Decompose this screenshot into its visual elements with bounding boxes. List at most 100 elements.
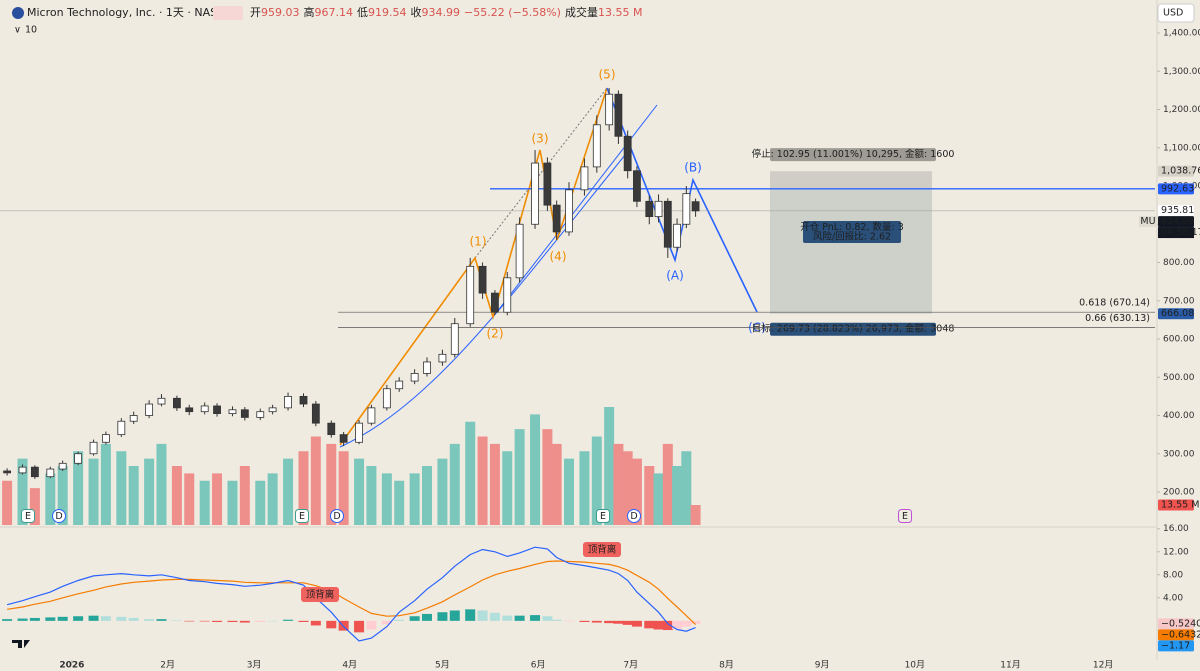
price-tag — [1158, 308, 1194, 320]
x-tick-label: 10月 — [905, 660, 925, 671]
volume-bar — [681, 451, 692, 525]
histogram-bar — [690, 620, 701, 624]
volume-bar — [514, 429, 525, 525]
volume-bar — [326, 443, 337, 525]
currency-button[interactable] — [1157, 3, 1195, 23]
candle-body — [605, 93, 614, 126]
volume-bar — [622, 451, 633, 525]
histogram-bar — [394, 619, 405, 621]
price-tag — [1158, 618, 1194, 630]
histogram-bar — [564, 620, 575, 622]
candle-body — [543, 162, 552, 206]
event-marker — [596, 509, 610, 523]
histogram-bar — [29, 617, 40, 621]
histogram-bar — [409, 616, 420, 621]
event-marker — [627, 509, 641, 523]
histogram-bar — [45, 617, 56, 621]
logo — [12, 7, 24, 19]
candle-body — [450, 323, 459, 355]
y-tick-label: 200.00 — [1163, 488, 1195, 498]
stop-zone — [770, 171, 932, 189]
histogram-bar — [144, 619, 155, 621]
volume-bar — [128, 466, 139, 525]
candle-body — [673, 223, 681, 248]
volume-bar — [542, 429, 553, 525]
o-value: 959.03 — [261, 6, 300, 19]
l-label: 低 — [357, 6, 368, 19]
histogram-bar — [381, 620, 392, 625]
candle-body — [311, 403, 320, 424]
volume-bar — [227, 480, 238, 525]
histogram-bar — [681, 620, 692, 627]
volume-bar — [199, 480, 210, 525]
histogram-bar — [310, 620, 321, 626]
price-tag-label: 13.55 M — [1161, 500, 1199, 511]
histogram-bar — [17, 618, 28, 621]
ohlc: 开959.03 高967.14 低919.54 收934.99 −55.22 (−5.5… — [250, 5, 642, 19]
volume-bar — [672, 466, 683, 525]
x-tick-label: 3月 — [247, 660, 262, 671]
candle-body — [46, 468, 55, 478]
event-label: D — [630, 511, 637, 522]
volume-bar — [144, 458, 155, 525]
y-tick-label: 500.00 — [1163, 373, 1195, 383]
histogram-bar — [662, 620, 673, 631]
fib-label: 0.618 (670.14) — [1079, 298, 1150, 309]
volume-bar — [604, 407, 615, 525]
volume-bar — [354, 458, 365, 525]
x-tick-label: 6月 — [531, 660, 546, 671]
volume-bar — [2, 480, 13, 525]
volume-bar — [564, 458, 575, 525]
candle-body — [645, 200, 654, 218]
volume-bar — [283, 458, 294, 525]
histogram-bar — [199, 620, 210, 622]
price-tag-label: −0.5240 — [1161, 618, 1200, 629]
histogram-bar — [283, 619, 294, 621]
candle-body — [491, 292, 499, 313]
histogram-bar — [354, 620, 365, 633]
candle-body — [185, 407, 194, 413]
price-tag-label: −0.6432 — [1161, 629, 1200, 640]
candle-body — [663, 200, 672, 248]
histogram-bar — [465, 609, 476, 621]
x-tick-label: 12月 — [1093, 660, 1113, 671]
price-tag-label: 934.99 — [1161, 216, 1194, 227]
volume-bar — [239, 466, 250, 525]
h-label: 高 — [304, 5, 315, 19]
event-marker — [898, 509, 912, 523]
vol-value: 13.55 M — [598, 6, 642, 19]
symbol: Micron Technology, Inc. · 1天 · NASDAQ — [27, 6, 242, 19]
histogram-bar — [326, 620, 337, 629]
y-tick-label: 12.00 — [1163, 547, 1189, 557]
wave-label: (5) — [599, 68, 616, 82]
histogram-bar — [613, 620, 624, 624]
candle-body — [592, 124, 601, 168]
histogram-bar — [579, 620, 590, 622]
price-tag — [1158, 165, 1194, 177]
histogram-bar — [644, 620, 655, 629]
candle-body — [200, 405, 209, 413]
x-tick-label: 7月 — [623, 660, 638, 671]
price-tag-label: 992.63 — [1161, 183, 1194, 194]
y-tick-label: 1,400.00 — [1163, 29, 1200, 39]
event-label: D — [55, 511, 62, 522]
tv-logo — [12, 640, 30, 648]
volume-bar — [613, 443, 624, 525]
y-tick-label: 800.00 — [1163, 258, 1195, 268]
volume-bar — [184, 473, 195, 525]
x-tick-label: 11月 — [1000, 660, 1020, 671]
countdown-bg — [1158, 227, 1194, 239]
histogram-bar — [489, 612, 500, 621]
candle-body — [478, 265, 487, 294]
signal-line — [7, 560, 697, 626]
price-tag — [1158, 216, 1194, 228]
wave-label: (2) — [487, 327, 504, 341]
candle-body — [74, 453, 83, 464]
histogram-bar — [421, 613, 432, 621]
collapse[interactable]: ∨ — [14, 25, 21, 36]
histogram-bar — [298, 620, 309, 622]
candle-body — [552, 204, 561, 233]
volume-bar — [551, 443, 562, 525]
volume-bar — [17, 458, 28, 525]
event-label: E — [600, 511, 606, 522]
